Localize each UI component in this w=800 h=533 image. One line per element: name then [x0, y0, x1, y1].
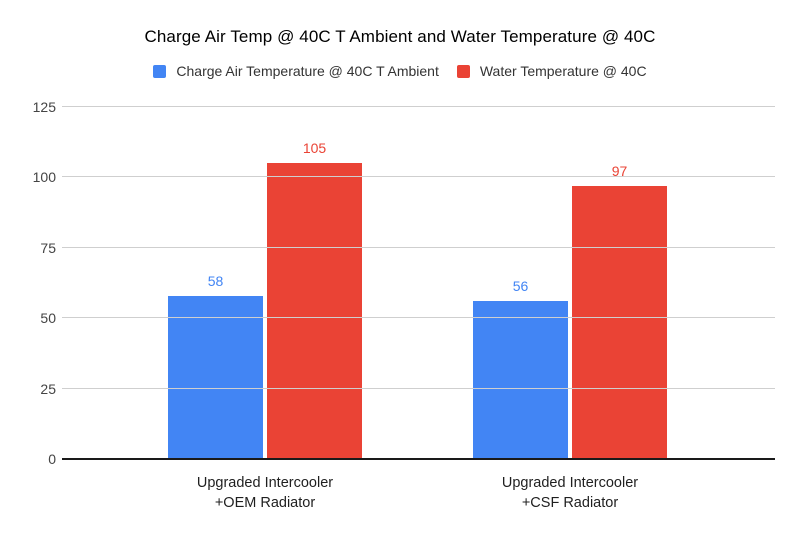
y-axis-tick: 25: [40, 380, 56, 397]
legend-item-water-temp[interactable]: Water Temperature @ 40C: [456, 63, 647, 79]
y-axis-tick: 100: [32, 169, 56, 186]
bar-value-label: 97: [611, 162, 628, 179]
bar-water-temp-csf[interactable]: [572, 185, 667, 459]
bar-value-label: 105: [302, 140, 327, 157]
gridline: [62, 106, 775, 107]
x-axis-baseline: [62, 458, 775, 460]
legend-label: Water Temperature @ 40C: [479, 63, 647, 79]
legend: Charge Air Temperature @ 40C T Ambient W…: [0, 61, 800, 81]
bar-value-label: 56: [512, 278, 529, 295]
gridline: [62, 387, 775, 389]
legend-swatch-red-icon: [456, 64, 470, 78]
bar-value-label: 58: [207, 272, 224, 289]
legend-swatch-blue-icon: [153, 64, 167, 78]
bar-charge-air-oem[interactable]: [168, 295, 263, 459]
plot-area: 125 100 75 50 25 0 58 105 56 97 Upgraded…: [33, 99, 775, 511]
gridline: [62, 317, 775, 319]
chart-title: Charge Air Temp @ 40C T Ambient and Wate…: [144, 27, 656, 46]
y-axis-tick: 75: [40, 239, 56, 256]
x-axis-category-label: Upgraded Intercooler +CSF Radiator: [501, 475, 639, 511]
gridline: [62, 176, 775, 178]
bar-charge-air-csf[interactable]: [473, 301, 568, 459]
bar-water-temp-oem[interactable]: [267, 163, 362, 459]
y-axis-tick: 50: [40, 310, 56, 327]
gridline: [62, 246, 775, 248]
y-axis-tick: 0: [48, 451, 56, 467]
y-axis-tick: 125: [32, 99, 56, 115]
legend-label: Charge Air Temperature @ 40C T Ambient: [176, 63, 439, 79]
legend-item-charge-air[interactable]: Charge Air Temperature @ 40C T Ambient: [153, 63, 439, 79]
x-axis-category-label: Upgraded Intercooler +OEM Radiator: [196, 475, 334, 511]
